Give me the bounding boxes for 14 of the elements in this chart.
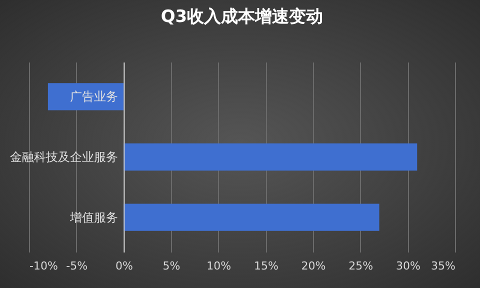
x-tick-label: 10% [206,260,232,272]
x-tick-label: 30% [396,260,420,272]
y-tick-label: 金融科技及企业服务 [10,150,118,164]
y-tick-label: 广告业务 [70,90,118,104]
x-tick-label: 15% [254,260,278,272]
x-tick-label: -10% [30,260,58,272]
x-tick-label: 5% [162,260,180,272]
chart-title: Q3收入成本增速变动 [160,7,324,27]
y-tick-label: 增值服务 [69,210,118,224]
x-tick-label: 35% [431,260,456,272]
x-tick-label: 0% [115,260,133,272]
x-tick-label: -5% [66,260,88,272]
x-tick-label: 25% [348,260,374,272]
x-tick-label: 20% [301,260,326,272]
